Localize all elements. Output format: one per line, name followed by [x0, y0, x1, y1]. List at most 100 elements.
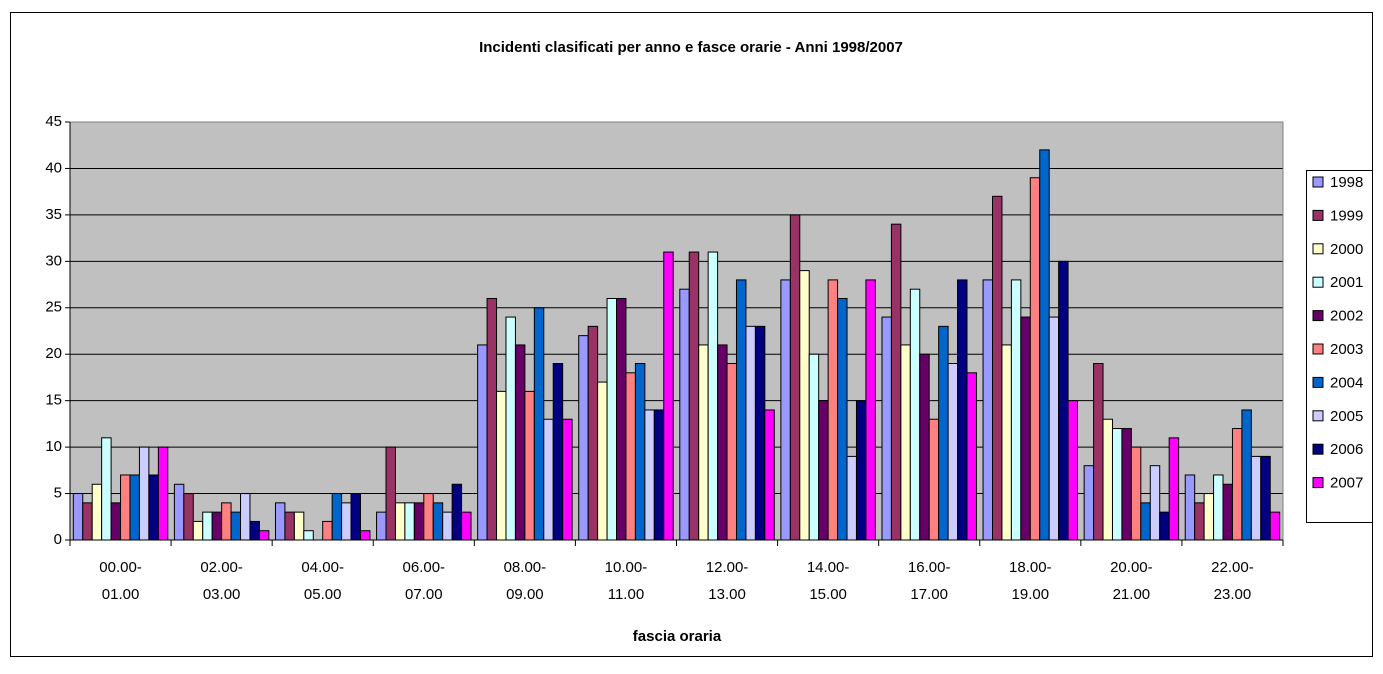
chart-title: Incidenti clasificati per anno e fasce o…	[479, 39, 903, 56]
bar	[192, 520, 204, 541]
bar	[717, 344, 728, 541]
plot-area	[70, 122, 1283, 540]
bar	[764, 409, 775, 541]
bar	[331, 493, 343, 541]
bar	[303, 530, 314, 541]
bar	[587, 325, 599, 541]
legend-swatch	[1312, 276, 1324, 288]
x-tick-label: 10.00-11.00	[605, 559, 648, 603]
legend-swatch	[1312, 376, 1324, 388]
bar	[799, 270, 810, 541]
x-tick-label: 16.00-17.00	[908, 559, 951, 603]
bar	[616, 297, 627, 541]
bar	[183, 493, 194, 541]
bar	[322, 520, 333, 541]
bar	[148, 474, 159, 541]
bar	[663, 251, 674, 541]
bar	[653, 409, 665, 541]
bar	[1039, 149, 1050, 541]
bar	[157, 446, 169, 541]
bar	[707, 251, 719, 541]
bar	[938, 325, 949, 541]
bar	[644, 409, 655, 541]
bar	[1184, 474, 1196, 541]
bar	[524, 390, 535, 541]
bar	[827, 279, 839, 541]
x-tick-label: 12.00-13.00	[706, 559, 749, 603]
bar	[1231, 428, 1243, 541]
y-tick-label: 35	[45, 206, 62, 223]
bar	[1083, 465, 1095, 541]
bar	[1269, 511, 1281, 541]
bar	[293, 511, 305, 541]
bar	[818, 400, 829, 541]
bar	[221, 502, 232, 541]
bar	[533, 307, 545, 541]
bar	[1010, 279, 1022, 541]
bar	[606, 297, 618, 541]
bar	[919, 353, 930, 541]
bar	[486, 297, 498, 541]
bar	[881, 316, 892, 541]
bar	[735, 279, 747, 541]
y-tick-label: 15	[45, 392, 62, 409]
bar	[202, 511, 213, 541]
y-tick-label: 0	[54, 531, 62, 548]
legend-label: 2003	[1330, 341, 1363, 358]
legend-swatch	[1312, 176, 1324, 188]
bar	[726, 363, 737, 541]
bar	[82, 502, 93, 541]
legend-swatch	[1312, 443, 1324, 455]
bar	[385, 446, 396, 541]
y-tick-label: 25	[45, 299, 62, 316]
bar	[477, 344, 488, 541]
x-tick-label: 14.00-15.00	[807, 559, 850, 603]
bar	[394, 502, 406, 541]
bar	[909, 288, 921, 541]
x-tick-label: 20.00-21.00	[1110, 559, 1153, 603]
bar	[1241, 409, 1252, 541]
x-axis-label: fascia oraria	[633, 628, 722, 645]
bar	[359, 530, 371, 541]
bar	[890, 223, 902, 541]
bar	[928, 418, 940, 541]
bar	[1168, 437, 1180, 541]
bar	[496, 390, 507, 541]
bar	[1001, 344, 1012, 541]
bar	[1067, 400, 1079, 541]
bar	[230, 511, 242, 541]
bar	[129, 474, 140, 541]
y-tick-label: 5	[54, 485, 62, 502]
bar	[461, 511, 472, 541]
bar	[258, 530, 270, 541]
bar	[72, 493, 84, 541]
bar	[1260, 455, 1271, 541]
y-tick-label: 45	[45, 113, 62, 130]
bar	[789, 214, 801, 541]
bar	[1194, 502, 1205, 541]
bar	[1048, 316, 1060, 541]
legend-swatch	[1312, 477, 1324, 489]
bar	[404, 502, 415, 541]
x-tick-label: 18.00-19.00	[1009, 559, 1052, 603]
bar	[1159, 511, 1170, 541]
x-tick-label: 02.00-03.00	[200, 559, 243, 603]
bar	[855, 400, 867, 541]
bar	[578, 335, 589, 541]
bar	[284, 511, 295, 541]
bar	[698, 344, 709, 541]
legend-label: 2000	[1330, 241, 1363, 258]
bar	[552, 363, 564, 541]
bar	[679, 288, 690, 541]
legend-label: 1999	[1330, 207, 1363, 224]
bar	[173, 483, 185, 541]
bar	[211, 511, 223, 541]
bar	[1130, 446, 1142, 541]
bar	[514, 344, 526, 541]
legend-swatch	[1312, 343, 1324, 355]
bar	[808, 353, 820, 541]
legend-swatch	[1312, 209, 1324, 221]
legend-label: 2005	[1330, 408, 1363, 425]
bar	[900, 344, 911, 541]
bar	[505, 316, 516, 541]
